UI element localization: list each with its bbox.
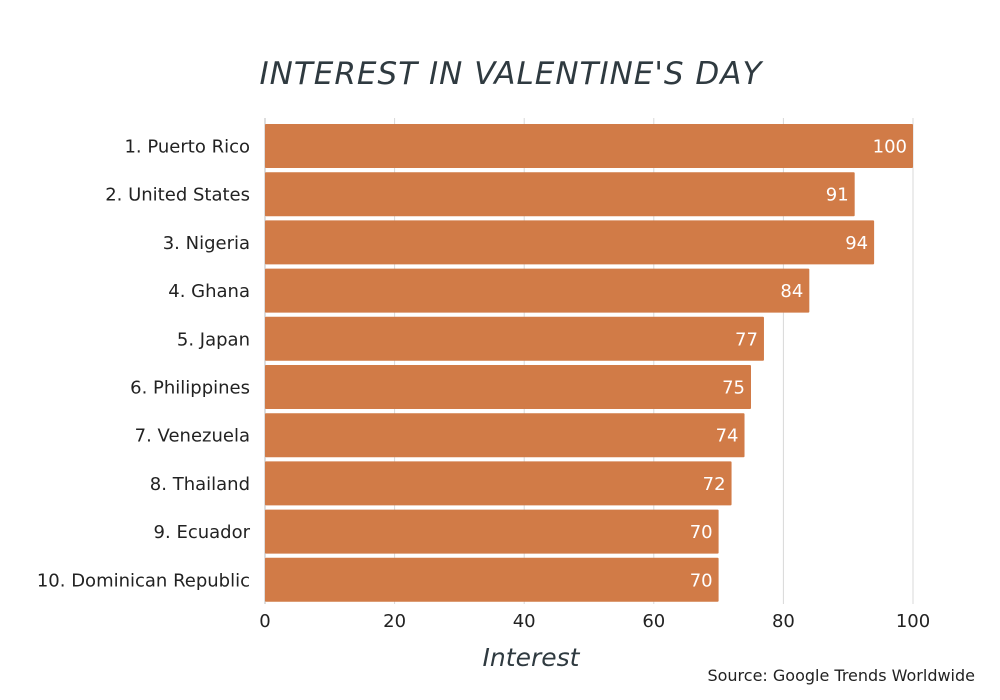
category-label: 2. United States	[105, 185, 250, 206]
bar-value-label: 72	[703, 474, 726, 495]
x-tick-label: 100	[896, 611, 930, 632]
bar	[265, 172, 855, 217]
bar	[265, 509, 719, 554]
x-tick-label: 40	[513, 611, 536, 632]
bar-value-label: 75	[722, 378, 745, 399]
category-label: 5. Japan	[177, 329, 250, 350]
x-tick-label: 0	[259, 611, 270, 632]
x-tick-label: 20	[383, 611, 406, 632]
bar-value-label: 70	[690, 570, 713, 591]
bar-value-label: 84	[780, 281, 803, 302]
x-tick-label: 60	[642, 611, 665, 632]
category-label: 8. Thailand	[150, 474, 250, 495]
bar	[265, 365, 751, 409]
bar-value-label: 77	[735, 329, 758, 350]
bar	[265, 268, 810, 313]
category-label: 4. Ghana	[168, 281, 250, 302]
category-label: 7. Venezuela	[135, 426, 250, 447]
category-label: 9. Ecuador	[154, 522, 251, 543]
bar	[265, 461, 732, 506]
bar-value-label: 70	[690, 522, 713, 543]
category-label: 6. Philippines	[130, 378, 250, 399]
bar-value-label: 94	[845, 233, 868, 254]
chart-title: INTEREST IN VALENTINE'S DAY	[260, 56, 764, 92]
category-label: 1. Puerto Rico	[124, 137, 250, 158]
x-axis-label: Interest	[483, 643, 581, 672]
category-label: 10. Dominican Republic	[37, 570, 250, 591]
bar	[265, 220, 875, 265]
bar	[265, 413, 745, 458]
x-axis-ticks: 0 20 40 60 80 100	[259, 611, 930, 632]
bar	[265, 557, 719, 602]
category-labels: 1. Puerto Rico 2. United States 3. Nigeria…	[37, 137, 251, 592]
bar-value-label: 100	[873, 137, 907, 158]
bar-value-label: 91	[826, 185, 849, 206]
bars: 100 91 94 84 77 75 74 72 70 70	[265, 124, 913, 602]
bar	[265, 316, 764, 361]
category-label: 3. Nigeria	[163, 233, 250, 254]
bar	[265, 124, 913, 168]
x-tick-label: 80	[772, 611, 795, 632]
source-note: Source: Google Trends Worldwide	[707, 666, 975, 685]
bar-value-label: 74	[716, 426, 739, 447]
